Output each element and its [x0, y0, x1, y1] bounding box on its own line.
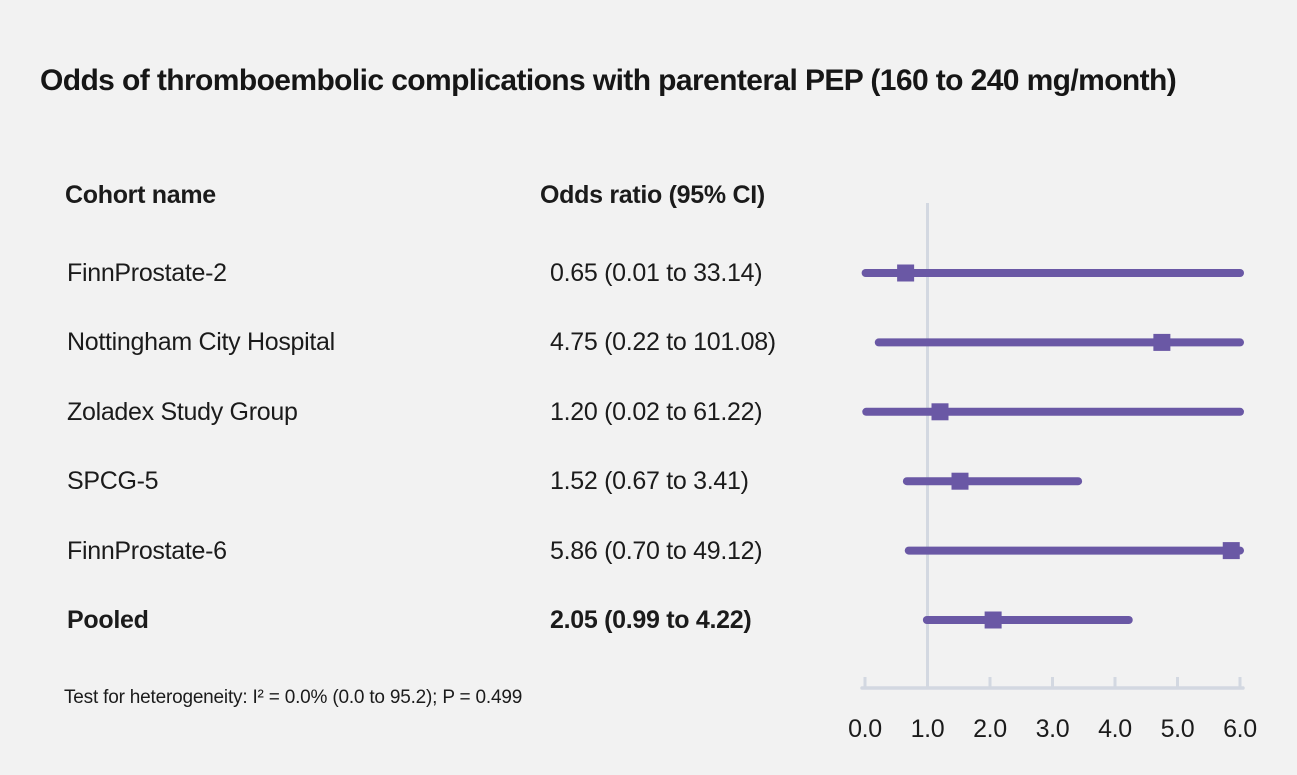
x-axis-tick-label: 1.0: [911, 715, 945, 743]
cohort-name: Zoladex Study Group: [67, 397, 298, 426]
odds-ratio-text: 1.20 (0.02 to 61.22): [550, 397, 763, 426]
forest-row: Zoladex Study Group 1.20 (0.02 to 61.22): [0, 396, 840, 428]
cohort-name: SPCG-5: [67, 467, 159, 496]
forest-row: FinnProstate-6 5.86 (0.70 to 49.12): [0, 535, 840, 567]
cohort-name: Pooled: [67, 606, 149, 634]
point-estimate-marker: [984, 611, 1002, 629]
forest-row: FinnProstate-2 0.65 (0.01 to 33.14): [0, 257, 840, 289]
forest-row: Pooled 2.05 (0.99 to 4.22): [0, 604, 840, 636]
cohort-name: Nottingham City Hospital: [67, 328, 335, 357]
cohort-name: FinnProstate-6: [67, 536, 227, 565]
x-axis-tick-label: 5.0: [1161, 715, 1195, 743]
heterogeneity-note: Test for heterogeneity: I² = 0.0% (0.0 t…: [64, 687, 523, 708]
odds-ratio-text: 2.05 (0.99 to 4.22): [550, 606, 752, 634]
odds-ratio-text: 4.75 (0.22 to 101.08): [550, 328, 776, 357]
cohort-name: FinnProstate-2: [67, 259, 227, 287]
x-axis-tick-label: 0.0: [848, 715, 882, 743]
forest-row: SPCG-5 1.52 (0.67 to 3.41): [0, 465, 840, 497]
x-axis-tick-label: 3.0: [1036, 715, 1070, 743]
column-header-odds-ratio: Odds ratio (95% CI): [540, 181, 765, 209]
odds-ratio-text: 1.52 (0.67 to 3.41): [550, 467, 749, 496]
x-axis-tick-label: 6.0: [1223, 715, 1257, 743]
odds-ratio-text: 5.86 (0.70 to 49.12): [550, 536, 763, 565]
figure-title: Odds of thromboembolic complications wit…: [40, 64, 1177, 97]
x-axis-tick-label: 2.0: [973, 715, 1007, 743]
point-estimate-marker: [1222, 542, 1240, 560]
point-estimate-marker: [897, 264, 915, 282]
point-estimate-marker: [951, 472, 969, 490]
x-axis-tick-label: 4.0: [1098, 715, 1132, 743]
odds-ratio-text: 0.65 (0.01 to 33.14): [550, 259, 763, 287]
forest-row: Nottingham City Hospital 4.75 (0.22 to 1…: [0, 326, 840, 358]
point-estimate-marker: [931, 403, 949, 421]
column-header-cohort: Cohort name: [65, 181, 216, 209]
point-estimate-marker: [1153, 333, 1171, 351]
